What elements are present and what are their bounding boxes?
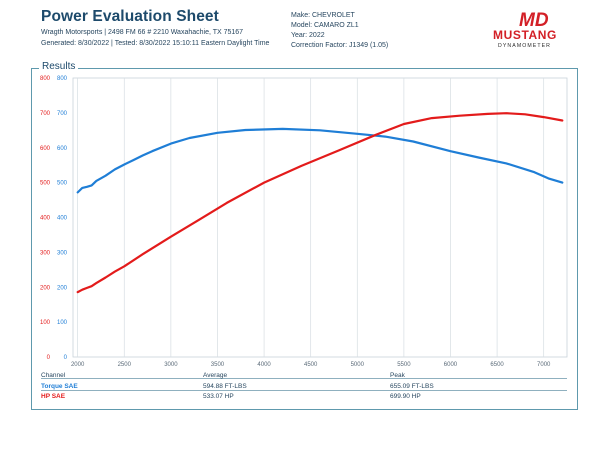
row-peak-torque: 655.09 FT-LBS — [390, 383, 434, 390]
y-right-tick-label: 800 — [57, 76, 68, 82]
x-tick-label: 4500 — [304, 362, 318, 368]
row-channel-torque: Torque SAE — [41, 383, 78, 390]
logo-subtitle: DYNAMOMETER — [498, 43, 551, 49]
y-left-tick-label: 200 — [40, 285, 51, 291]
y-right-tick-label: 100 — [57, 320, 68, 326]
x-tick-label: 7000 — [537, 362, 551, 368]
x-tick-label: 5500 — [397, 362, 411, 368]
row-average-torque: 594.88 FT-LBS — [203, 383, 247, 390]
x-tick-label: 3000 — [164, 362, 178, 368]
y-right-tick-label: 700 — [57, 111, 68, 117]
results-panel — [31, 68, 578, 410]
col-peak: Peak — [390, 372, 405, 379]
shop-address: Wragth Motorsports | 2498 FM 66 # 2210 W… — [41, 29, 244, 36]
y-left-tick-label: 700 — [40, 111, 51, 117]
logo-monogram: MD — [519, 10, 549, 31]
x-tick-label: 5000 — [351, 362, 365, 368]
y-right-tick-label: 500 — [57, 181, 68, 187]
y-left-tick-label: 400 — [40, 216, 51, 222]
table-rule-mid — [41, 390, 567, 391]
x-tick-label: 4000 — [257, 362, 271, 368]
col-average: Average — [203, 372, 228, 379]
y-right-tick-label: 400 — [57, 216, 68, 222]
vehicle-year: Year: 2022 — [291, 32, 325, 39]
hp-curve — [76, 112, 564, 294]
y-left-tick-label: 300 — [40, 250, 51, 256]
x-tick-label: 2500 — [118, 362, 132, 368]
y-right-tick-label: 200 — [57, 285, 68, 291]
test-dates: Generated: 8/30/2022 | Tested: 8/30/2022… — [41, 40, 270, 47]
page-title: Power Evaluation Sheet — [41, 8, 219, 25]
y-left-tick-label: 100 — [40, 320, 51, 326]
vehicle-make: Make: CHEVROLET — [291, 12, 355, 19]
vehicle-model: Model: CAMARO ZL1 — [291, 22, 359, 29]
results-label: Results — [39, 61, 79, 72]
plot-area — [72, 77, 568, 358]
row-channel-hp: HP SAE — [41, 393, 66, 400]
y-left-tick-label: 800 — [40, 76, 51, 82]
x-tick-label: 6500 — [490, 362, 504, 368]
y-left-tick-label: 500 — [40, 181, 51, 187]
torque-curve — [76, 127, 564, 194]
x-tick-label: 6000 — [444, 362, 458, 368]
logo-wordmark: MUSTANG — [493, 28, 557, 42]
y-right-tick-label: 600 — [57, 146, 68, 152]
y-right-tick-label: 0 — [64, 355, 68, 361]
mustang-dyno-logo: MD MUSTANG DYNAMOMETER — [493, 10, 557, 49]
y-right-tick-label: 300 — [57, 250, 68, 256]
x-tick-label: 2000 — [71, 362, 85, 368]
table-rule-top — [41, 378, 567, 379]
y-left-tick-label: 600 — [40, 146, 51, 152]
col-channel: Channel — [41, 372, 66, 379]
row-peak-hp: 699.90 HP — [390, 393, 421, 400]
correction-factor: Correction Factor: J1349 (1.05) — [291, 42, 389, 49]
y-left-tick-label: 0 — [47, 355, 51, 361]
x-tick-label: 3500 — [211, 362, 225, 368]
row-average-hp: 533.07 HP — [203, 393, 234, 400]
